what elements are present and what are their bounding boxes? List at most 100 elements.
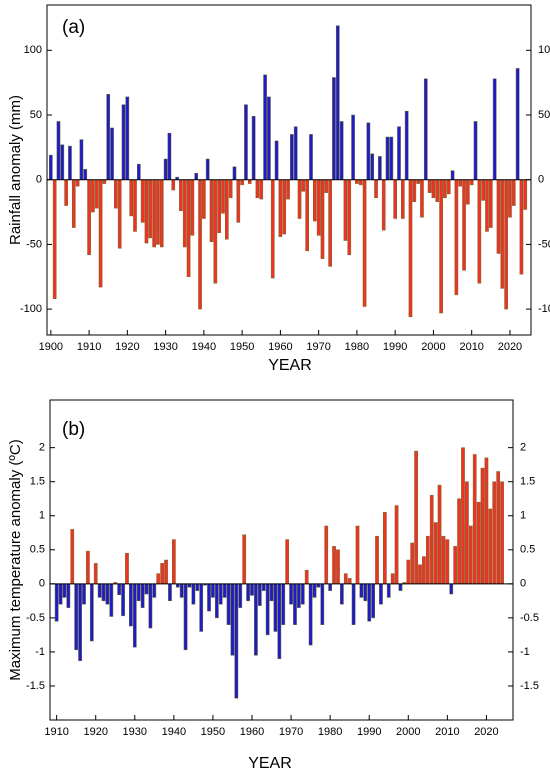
bar [159, 179, 164, 248]
bar [515, 68, 520, 180]
bar [263, 74, 267, 180]
bar [62, 583, 67, 598]
bar [286, 179, 290, 200]
bar [454, 179, 459, 296]
bar [316, 179, 321, 236]
bar [336, 549, 340, 585]
bar [261, 583, 266, 591]
bar [152, 583, 157, 598]
bar [186, 179, 191, 278]
x-tick-label: 1940 [162, 726, 186, 738]
bar [255, 179, 260, 199]
bar [121, 583, 125, 617]
bar [429, 495, 434, 585]
bar [70, 529, 75, 585]
bar [278, 179, 283, 237]
bar [247, 179, 252, 184]
bar [293, 126, 298, 180]
bar [343, 573, 348, 585]
bar [468, 525, 473, 585]
bar [500, 481, 504, 585]
bar [347, 179, 352, 256]
bar [301, 179, 306, 192]
bar [265, 583, 270, 636]
bar [300, 583, 305, 605]
bar [259, 179, 264, 200]
bar [328, 179, 332, 267]
bar [366, 122, 371, 180]
bar [94, 179, 99, 209]
bar [437, 484, 442, 585]
bar [359, 583, 364, 598]
bar [496, 471, 501, 585]
bar [386, 583, 391, 598]
y-tick-label: -0.5 [26, 612, 45, 624]
y-tick-label: 0 [39, 578, 45, 590]
bar [385, 136, 390, 180]
bar [450, 170, 455, 180]
bar [324, 525, 329, 585]
bar [187, 583, 192, 588]
bar [125, 96, 130, 180]
bar [211, 583, 215, 598]
bar [129, 179, 133, 217]
y-axis-label: Rainfall anomaly (mm) [7, 95, 24, 245]
bar [156, 573, 161, 585]
bar [117, 583, 122, 595]
bar [406, 559, 411, 585]
bar [64, 179, 68, 206]
bar [156, 179, 160, 245]
bar [397, 126, 401, 180]
bar [443, 179, 447, 199]
bar [270, 179, 275, 279]
bar [404, 110, 409, 180]
bar [214, 583, 219, 619]
bar [441, 535, 446, 585]
bar [427, 179, 432, 193]
bar [190, 179, 195, 236]
bar [320, 583, 325, 625]
y2-tick-label: 2 [520, 442, 526, 454]
y2-tick-label: 0 [538, 174, 544, 186]
bar [254, 583, 258, 656]
bar [282, 179, 287, 235]
y2-tick-label: -0.5 [520, 612, 539, 624]
bar [309, 134, 313, 180]
bar [466, 179, 470, 205]
x-tick-label: 1980 [345, 341, 369, 353]
bar [351, 583, 356, 625]
bar [379, 583, 383, 605]
bar [289, 583, 293, 605]
bar [49, 154, 53, 180]
bar [114, 179, 118, 209]
bar [489, 179, 493, 228]
y-tick-label: 1.5 [30, 476, 45, 488]
x-tick-label: 1910 [77, 341, 101, 353]
bar [148, 583, 153, 629]
x-tick-label: 1900 [39, 341, 63, 353]
bar [136, 583, 141, 602]
bar [480, 467, 485, 585]
bar [414, 450, 418, 585]
bar [163, 158, 168, 180]
bar [492, 481, 497, 585]
y2-tick-label: 0.5 [520, 544, 535, 556]
bar [257, 583, 262, 606]
bar [398, 583, 403, 591]
bar [269, 583, 274, 602]
bar [82, 583, 86, 605]
bar [250, 583, 254, 596]
bar [504, 179, 508, 310]
bar [110, 127, 114, 180]
bar [251, 116, 256, 180]
bar [121, 104, 126, 180]
bar [445, 539, 450, 585]
panel-label: (b) [62, 419, 85, 440]
x-tick-label: 1910 [44, 726, 68, 738]
bar [78, 583, 82, 662]
y2-tick-label: -100 [538, 303, 550, 315]
bar [343, 179, 348, 241]
y-tick-label: 50 [30, 109, 42, 121]
bar [431, 179, 436, 199]
